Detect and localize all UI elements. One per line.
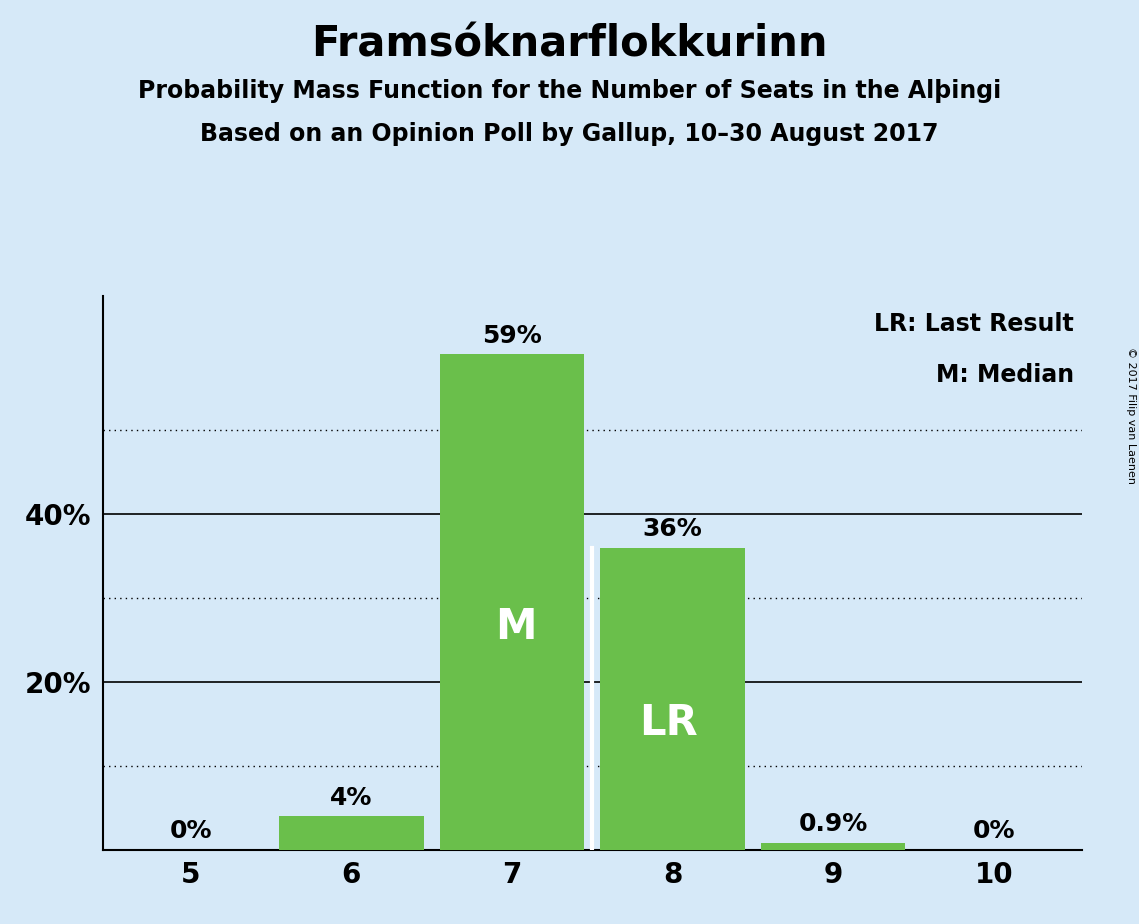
Text: 0%: 0%	[170, 820, 212, 844]
Bar	[440, 355, 584, 850]
Text: M: Median: M: Median	[936, 363, 1074, 387]
Text: 0.9%: 0.9%	[798, 812, 868, 836]
Text: Probability Mass Function for the Number of Seats in the Alþingi: Probability Mass Function for the Number…	[138, 79, 1001, 103]
Text: Framsóknarflokkurinn: Framsóknarflokkurinn	[311, 23, 828, 65]
Text: LR: Last Result: LR: Last Result	[875, 312, 1074, 336]
Text: 0%: 0%	[973, 820, 1015, 844]
Text: 59%: 59%	[482, 323, 542, 347]
Text: M: M	[495, 606, 536, 648]
Text: LR: LR	[639, 702, 698, 744]
Bar	[600, 548, 745, 850]
Text: 36%: 36%	[642, 517, 703, 541]
Bar	[279, 817, 424, 850]
Text: 4%: 4%	[330, 785, 372, 809]
Text: © 2017 Filip van Laenen: © 2017 Filip van Laenen	[1126, 347, 1136, 484]
Bar	[761, 843, 906, 850]
Text: Based on an Opinion Poll by Gallup, 10–30 August 2017: Based on an Opinion Poll by Gallup, 10–3…	[200, 122, 939, 146]
